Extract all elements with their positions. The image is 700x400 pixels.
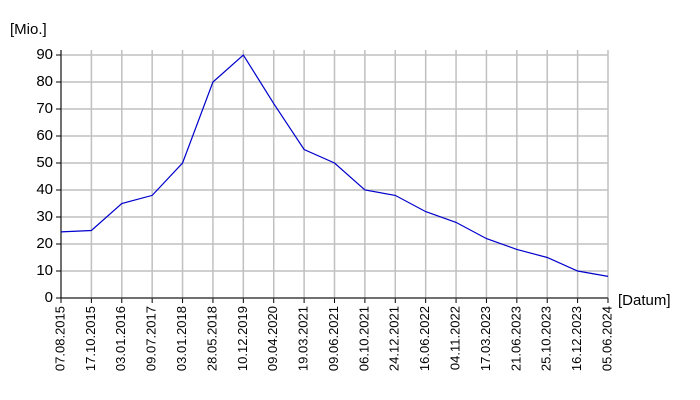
x-tick-label: 05.06.2024 [599,306,614,371]
y-tick-label: 80 [36,73,53,90]
x-tick-label: 09.04.2020 [265,306,280,371]
y-tick-label: 50 [36,154,53,171]
y-tick-label: 40 [36,181,53,198]
x-tick-label: 03.01.2018 [174,306,189,371]
y-tick-label: 30 [36,208,53,225]
data-line [60,54,609,277]
x-tick-label: 17.10.2015 [83,306,98,371]
x-tick-label: 25.10.2023 [539,306,554,371]
x-tick-label: 16.12.2023 [569,306,584,371]
x-tick-label: 06.10.2021 [356,306,371,371]
y-tick-label: 0 [45,289,53,306]
x-axis-label: [Datum] [618,292,671,309]
y-tick-label: 10 [36,262,53,279]
y-axis-label: [Mio.] [10,21,47,38]
x-tick-label: 21.06.2023 [508,306,523,371]
x-tick-label: 16.06.2022 [417,306,432,371]
x-tick-label: 03.01.2016 [113,306,128,371]
y-tick-label: 90 [36,46,53,63]
x-tick-label: 10.12.2019 [235,306,250,371]
x-tick-label: 04.11.2022 [447,306,462,370]
x-tick-label: 19.03.2021 [296,306,311,371]
x-tick-label: 17.03.2023 [478,306,493,371]
x-tick-label: 24.12.2021 [387,306,402,371]
y-tick-label: 70 [36,100,53,117]
x-tick-label: 28.05.2018 [204,306,219,371]
x-tick-label: 09.07.2017 [144,306,159,371]
x-tick-label: 07.08.2015 [52,306,67,371]
y-tick-label: 20 [36,235,53,252]
x-tick-label: 09.06.2021 [326,306,341,371]
y-tick-label: 60 [36,127,53,144]
